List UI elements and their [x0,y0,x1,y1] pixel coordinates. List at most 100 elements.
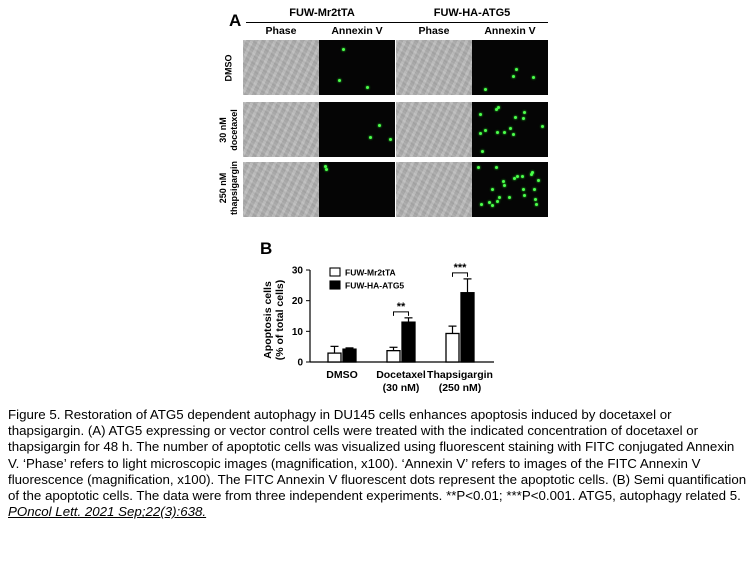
y-tick-label: 30 [292,266,304,277]
significance-bracket [393,311,409,316]
annexin-fluorescent-dot [337,79,341,83]
micrograph-annexin-control-docetaxel [319,102,395,157]
row-label-thapsigargin: 250 nM thapsigargin [218,161,240,215]
annexin-fluorescent-dot [495,107,499,111]
column-header-phase-atg5: Phase [418,25,450,37]
annexin-fluorescent-dot [512,176,516,180]
annexin-fluorescent-dot [537,179,541,182]
annexin-fluorescent-dot [342,47,346,51]
annexin-fluorescent-dot [480,150,484,154]
annexin-fluorescent-dot [529,173,533,177]
y-axis-label-line-2: (% of total cells) [274,280,286,361]
annexin-fluorescent-dot [502,180,506,184]
annexin-fluorescent-dot [487,200,491,204]
annexin-fluorescent-dot [495,166,499,170]
micrograph-annexin-atg5-dmso [472,40,548,95]
y-tick-label: 0 [297,358,303,369]
row-label-line: 30 nM [218,117,228,143]
x-tick-labels: DMSO Docetaxel(30 nM) Thapsigargin(250 nM) [326,369,493,394]
caption-text: Figure 5. Restoration of ATG5 dependent … [8,407,747,504]
micrograph-phase-control-thapsigargin [243,162,319,217]
significance-markers: ***** [393,262,468,316]
annexin-fluorescent-dot [514,67,518,71]
x-tick-label: Docetaxel [376,369,426,381]
annexin-fluorescent-dot [495,130,499,134]
x-tick-label: (250 nM) [439,382,482,394]
row-label-line: DMSO [223,54,234,82]
micrograph-phase-control-docetaxel [243,102,319,157]
micrograph-phase-atg5-thapsigargin [396,162,472,217]
figure-caption: Figure 5. Restoration of ATG5 dependent … [8,407,748,520]
y-axis-label-line-1: Apoptosis cells [262,281,274,359]
x-tick-label: Thapsigargin [427,369,493,381]
x-tick-label: DMSO [326,369,358,381]
annexin-fluorescent-dot [497,196,501,200]
chart-legend: FUW-Mr2tTA FUW-HA-ATG5 [329,267,404,291]
group-underline-control [246,22,398,23]
annexin-fluorescent-dot [513,115,517,119]
row-label-dmso: DMSO [224,55,235,82]
annexin-fluorescent-dot [516,174,520,178]
annexin-fluorescent-dot [511,132,515,136]
bar-mr2tta [445,332,460,363]
annexin-fluorescent-dot [368,135,372,139]
annexin-fluorescent-dot [511,75,515,79]
citation-link[interactable]: POncol Lett. 2021 Sep;22(3):638. [8,504,207,520]
panel-b-label: B [260,239,272,258]
annexin-fluorescent-dot [503,130,507,134]
y-axis-label: Apoptosis cells (% of total cells) [262,280,286,361]
annexin-fluorescent-dot [521,175,525,179]
annexin-fluorescent-dot [490,203,494,207]
annexin-fluorescent-dot [323,165,327,169]
group-title-atg5: FUW-HA-ATG5 [433,7,511,19]
bar-atg5 [401,321,416,363]
micrograph-annexin-control-thapsigargin [319,162,395,217]
row-label-docetaxel: 30 nM docetaxel [218,109,240,151]
legend-swatch [329,280,341,290]
group-underline-atg5 [396,22,548,23]
micrograph-annexin-atg5-docetaxel [472,102,548,157]
annexin-fluorescent-dot [324,167,328,171]
chart-bars [327,278,475,363]
annexin-fluorescent-dot [478,131,482,135]
micrograph-annexin-atg5-thapsigargin [472,162,548,217]
micrograph-phase-atg5-dmso [396,40,472,95]
micrograph-annexin-control-dmso [319,40,395,95]
annexin-fluorescent-dot [522,187,526,191]
legend-label: FUW-HA-ATG5 [345,281,404,291]
apoptosis-bar-chart: B Apoptosis cells (% of total cells) 0 10… [260,239,494,394]
y-tick-label: 10 [292,327,304,338]
annexin-fluorescent-dot [534,202,538,206]
annexin-fluorescent-dot [483,87,487,91]
annexin-fluorescent-dot [495,199,499,203]
y-ticks: 0 10 20 30 [292,266,310,369]
row-label-line: thapsigargin [229,160,239,216]
significance-label: *** [454,262,468,274]
annexin-fluorescent-dot [533,188,537,192]
annexin-fluorescent-dot [522,116,526,120]
annexin-fluorescent-dot [478,112,482,116]
annexin-fluorescent-dot [366,86,370,90]
annexin-fluorescent-dot [523,193,527,197]
significance-label: ** [397,301,406,313]
column-header-annexin-atg5: Annexin V [484,25,536,37]
column-header-phase-control: Phase [265,25,297,37]
bar-mr2tta [386,350,401,363]
group-title-control: FUW-Mr2tTA [289,7,355,19]
annexin-fluorescent-dot [541,125,544,129]
annexin-fluorescent-dot [476,166,480,170]
annexin-fluorescent-dot [533,197,537,201]
annexin-fluorescent-dot [483,128,487,132]
bar-atg5 [342,348,357,363]
x-tick-label: (30 nM) [383,382,420,394]
annexin-fluorescent-dot [480,203,484,207]
annexin-fluorescent-dot [530,170,534,174]
annexin-fluorescent-dot [497,105,501,109]
annexin-fluorescent-dot [388,138,392,142]
row-label-line: docetaxel [229,109,239,151]
significance-bracket [452,272,468,277]
annexin-fluorescent-dot [491,187,495,191]
bar-mr2tta [327,352,342,363]
micrograph-phase-control-dmso [243,40,319,95]
annexin-fluorescent-dot [509,126,513,130]
